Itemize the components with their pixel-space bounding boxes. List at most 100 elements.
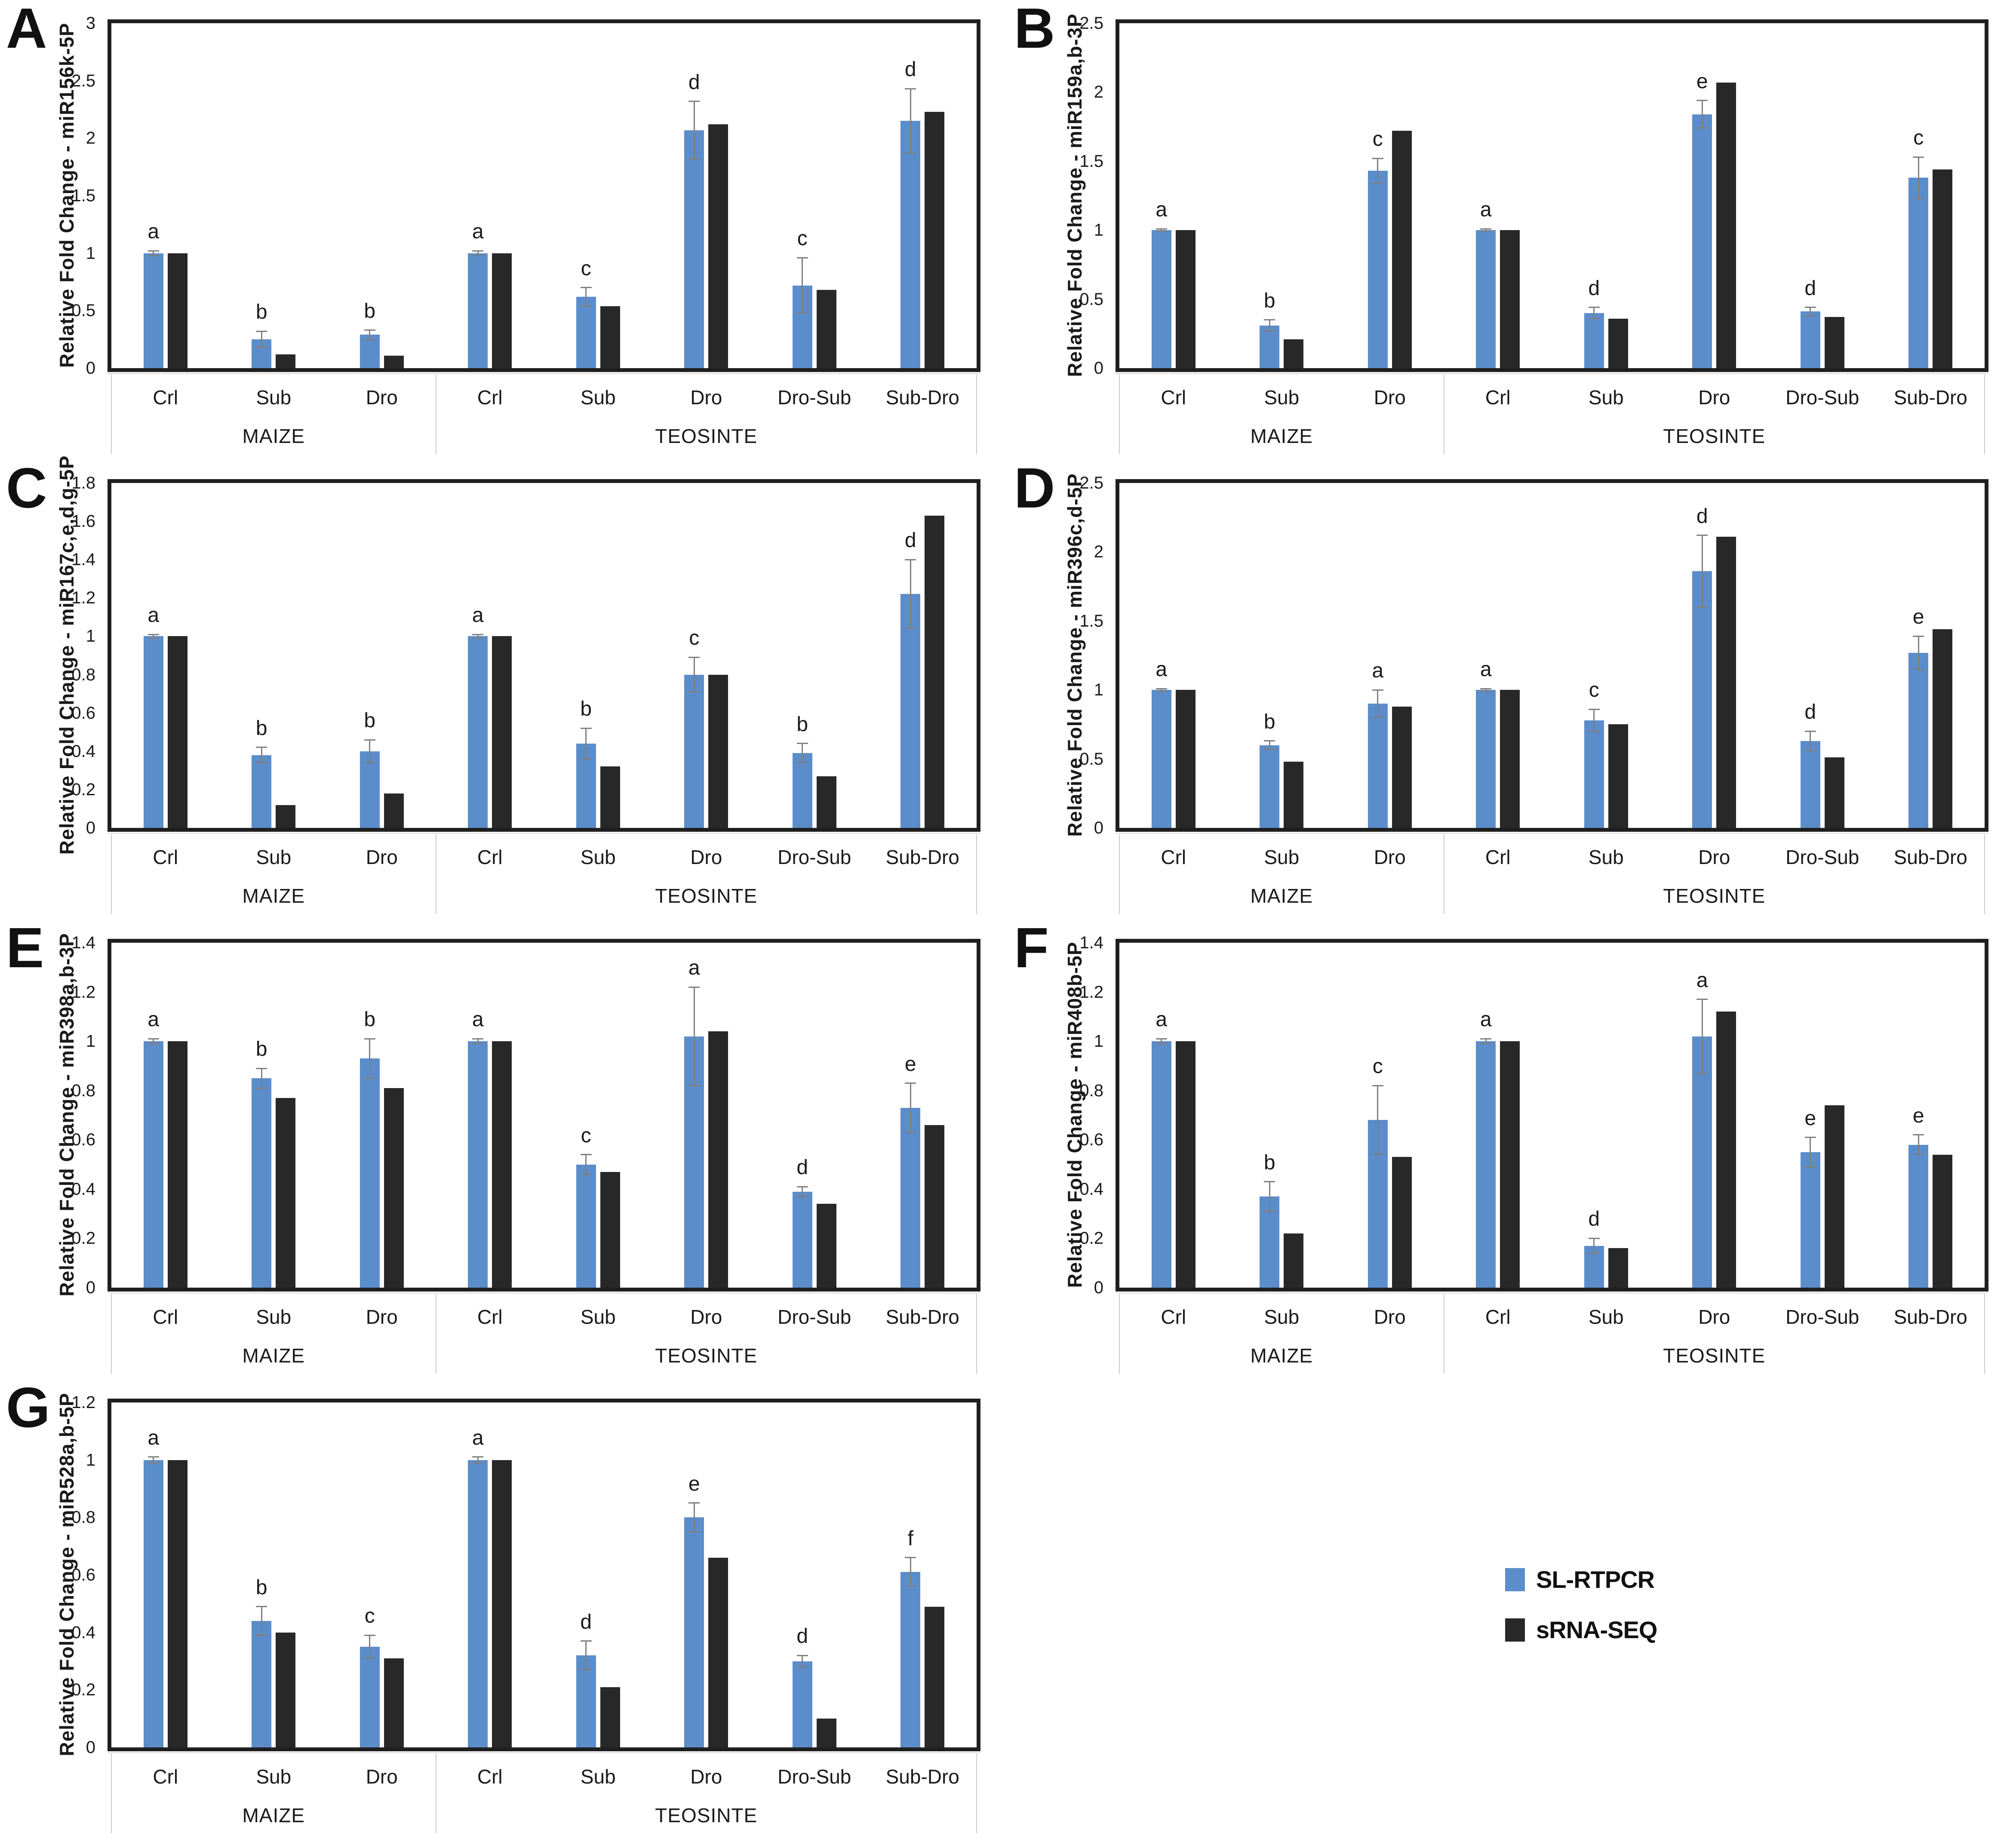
y-tick-label: 0.8 <box>71 665 95 684</box>
bar-srna-seq <box>708 124 728 368</box>
bar-srna-seq <box>708 1031 728 1288</box>
error-bar-cap <box>1588 1252 1600 1254</box>
error-bar-cap <box>1913 635 1924 637</box>
panel-letter: B <box>1014 0 1055 60</box>
bar-srna-seq <box>1824 757 1844 828</box>
error-bar-cap <box>1264 740 1275 742</box>
significance-letter: c <box>1372 1055 1383 1078</box>
error-bar <box>1810 1137 1811 1167</box>
error-bar-cap <box>1588 730 1600 732</box>
x-category-label: Sub <box>580 1765 616 1788</box>
y-tick-label: 1.5 <box>71 186 95 205</box>
x-category-label: Dro <box>366 1306 398 1328</box>
bar-srna-seq <box>708 1557 728 1747</box>
bar-sl-rtpcr <box>684 130 704 368</box>
x-category-label: Sub <box>1264 386 1300 409</box>
legend-label-srna-seq: sRNA-SEQ <box>1536 1616 1657 1643</box>
error-bar-cap <box>1696 1073 1708 1074</box>
x-category-label: Sub <box>1588 846 1624 868</box>
x-group-label: MAIZE <box>242 1804 305 1827</box>
bar-srna-seq <box>925 1606 945 1747</box>
y-tick-label: 0.5 <box>1079 749 1103 769</box>
bar-sl-rtpcr <box>252 1078 272 1288</box>
significance-letter: a <box>1156 1008 1168 1031</box>
bar-sl-rtpcr <box>684 1517 704 1747</box>
error-bar <box>1269 741 1270 750</box>
x-category-label: Dro <box>366 846 398 868</box>
error-bar-cap <box>905 88 916 89</box>
plot-area <box>108 479 980 832</box>
error-bar <box>477 1457 479 1463</box>
error-bar-cap <box>796 1186 808 1187</box>
legend-item-sl-rtpcr: SL-RTPCR <box>1505 1565 1657 1593</box>
bar-srna-seq <box>600 1172 620 1288</box>
error-bar-cap <box>1696 999 1708 1000</box>
error-bar-cap <box>688 1085 700 1086</box>
x-category-label: Sub-Dro <box>885 386 959 409</box>
y-tick-label: 1.8 <box>71 474 95 492</box>
x-category-label: Sub <box>256 1765 292 1788</box>
x-category-label: Sub <box>580 1306 616 1328</box>
bar-sl-rtpcr <box>468 1460 488 1747</box>
x-category-label: Dro <box>1374 1306 1406 1328</box>
bar-srna-seq <box>1392 706 1412 828</box>
axis-baseline <box>1116 373 1988 374</box>
error-bar <box>1593 307 1595 319</box>
significance-letter: c <box>689 627 700 650</box>
panel-letter: A <box>6 0 47 60</box>
bar-srna-seq <box>1824 1105 1844 1288</box>
significance-letter: a <box>1156 658 1168 681</box>
x-category-label: Dro-Sub <box>1786 386 1859 409</box>
y-tick-label: 0.4 <box>71 1623 95 1642</box>
significance-letter: e <box>904 1052 916 1076</box>
error-bar-cap <box>364 762 375 764</box>
significance-letter: a <box>1696 969 1708 992</box>
y-tick-label: 0 <box>86 1278 95 1297</box>
error-bar <box>693 987 695 1086</box>
error-bar <box>1593 1238 1595 1253</box>
error-bar-cap <box>1480 1038 1492 1039</box>
bar-srna-seq <box>1824 317 1844 368</box>
x-category-label: Sub <box>580 846 616 868</box>
error-bar-cap <box>364 1077 375 1079</box>
bar-sl-rtpcr <box>576 1655 596 1747</box>
y-tick-label: 0 <box>86 818 95 837</box>
x-category-label: Sub <box>1588 1306 1624 1328</box>
x-category-label: Dro-Sub <box>1786 1306 1859 1328</box>
y-tick-label: 0.2 <box>1079 1229 1103 1248</box>
category-separator <box>111 834 112 914</box>
x-category-label: Sub <box>580 386 616 409</box>
error-bar-cap <box>905 559 916 560</box>
error-bar <box>261 1606 262 1636</box>
error-bar-cap <box>256 1606 267 1608</box>
x-category-label: Sub-Dro <box>885 1306 959 1328</box>
bar-srna-seq <box>1175 1041 1195 1288</box>
bar-srna-seq <box>816 776 836 828</box>
error-bar-cap <box>1264 330 1275 332</box>
bar-sl-rtpcr <box>143 253 163 368</box>
axis-baseline <box>108 833 980 834</box>
error-bar-cap <box>472 637 484 639</box>
error-bar-cap <box>256 330 267 332</box>
error-bar-cap <box>796 1654 808 1656</box>
x-group-label: TEOSINTE <box>655 885 758 907</box>
bar-srna-seq <box>1933 1154 1953 1288</box>
bar-srna-seq <box>384 1658 404 1747</box>
error-bar <box>802 743 803 763</box>
error-bar-cap <box>796 743 808 744</box>
bar-sl-rtpcr <box>1151 1041 1171 1288</box>
error-bar <box>1161 689 1162 692</box>
error-bar-cap <box>580 1640 592 1642</box>
x-category-label: Crl <box>477 1765 503 1788</box>
bar-sl-rtpcr <box>468 253 488 368</box>
x-category-label: Dro <box>366 386 398 409</box>
error-bar <box>369 330 371 340</box>
plot-area <box>108 1399 980 1751</box>
error-bar <box>1701 999 1703 1073</box>
category-separator <box>1984 375 1985 454</box>
error-bar-cap <box>1913 156 1924 158</box>
significance-letter: a <box>1156 198 1168 221</box>
x-category-label: Crl <box>1485 846 1511 868</box>
